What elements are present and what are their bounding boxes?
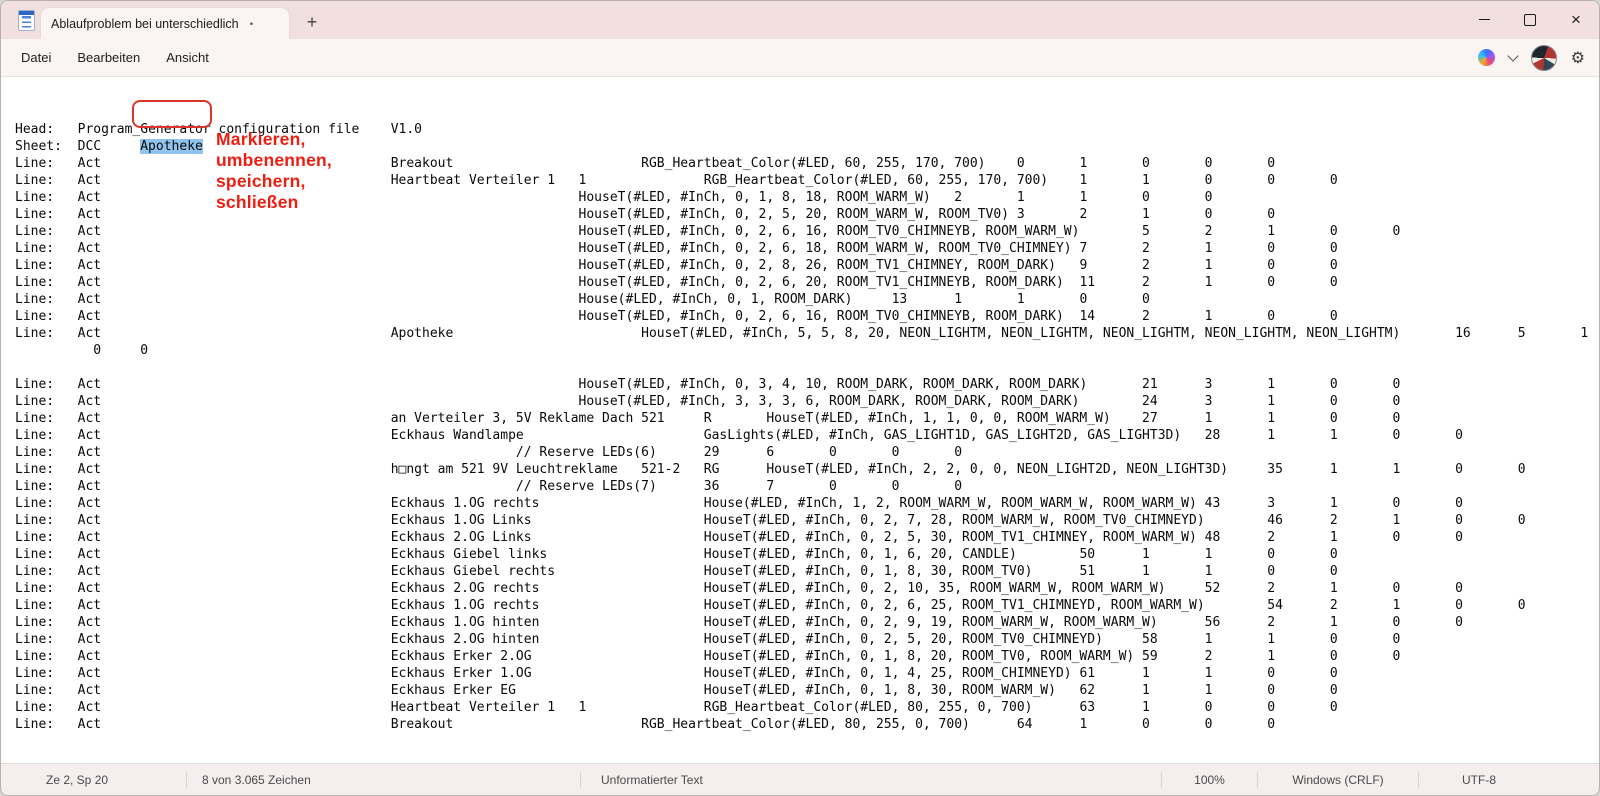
- notepad-app-icon: [18, 10, 35, 31]
- new-tab-button[interactable]: +: [295, 7, 329, 37]
- editor-line: Line: Act Breakout RGB_Heartbeat_Color(#…: [15, 156, 1276, 171]
- editor-line: [15, 359, 1599, 376]
- editor-line: Line: Act Eckhaus 1.OG rechts House(#LED…: [15, 496, 1463, 511]
- editor-line: Line: Act Eckhaus Giebel links HouseT(#L…: [15, 547, 1338, 562]
- editor-line: Line: Act HouseT(#LED, #InCh, 0, 2, 6, 1…: [15, 224, 1401, 239]
- editor-line: Line: Act HouseT(#LED, #InCh, 0, 2, 6, 1…: [15, 241, 1338, 256]
- annotation-line: umbenennen,: [216, 150, 332, 170]
- status-divider: [580, 771, 581, 788]
- editor-line: Line: Act Eckhaus 1.OG rechts HouseT(#LE…: [15, 598, 1526, 613]
- editor-line: Line: Act HouseT(#LED, #InCh, 0, 2, 8, 2…: [15, 258, 1338, 273]
- editor-line: Line: Act House(#LED, #InCh, 0, 1, ROOM_…: [15, 292, 1150, 307]
- editor-line: Line: Act Eckhaus 2.OG hinten HouseT(#LE…: [15, 632, 1401, 647]
- menu-bearbeiten[interactable]: Bearbeiten: [77, 50, 141, 65]
- editor-line: Line: Act HouseT(#LED, #InCh, 0, 2, 6, 1…: [15, 309, 1338, 324]
- editor-line: Line: Act Heartbeat Verteiler 1 1 RGB_He…: [15, 700, 1338, 715]
- editor-line: Line: Act Eckhaus 2.OG rechts HouseT(#LE…: [15, 581, 1463, 596]
- status-zoom-level: 100%: [1194, 772, 1225, 787]
- editor-line: Line: Act Eckhaus Erker 1.OG HouseT(#LED…: [15, 666, 1338, 681]
- editor-line: Line: Act HouseT(#LED, #InCh, 0, 3, 4, 1…: [15, 377, 1401, 392]
- annotation-red-text: Markieren, umbenennen, speichern, schließen: [216, 129, 332, 213]
- editor-line: Line: Act h□ngt am 521 9V Leuchtreklame …: [15, 462, 1526, 477]
- editor-line: Line: Act Breakout RGB_Heartbeat_Color(#…: [15, 717, 1276, 732]
- status-divider: [1257, 771, 1258, 788]
- editor-line: Line: Act HouseT(#LED, #InCh, 0, 1, 8, 1…: [15, 190, 1213, 205]
- editor-line: Line: Act Eckhaus 1.OG hinten HouseT(#LE…: [15, 615, 1463, 630]
- status-right: 100% Windows (CRLF) UTF-8: [1161, 764, 1599, 795]
- status-encoding: UTF-8: [1462, 772, 1496, 787]
- selected-text[interactable]: Apotheke: [140, 139, 203, 154]
- status-left: Ze 2, Sp 20 8 von 3.065 Zeichen Unformat…: [1, 764, 703, 795]
- status-line-ending: Windows (CRLF): [1292, 772, 1384, 787]
- editor-line: 0 0: [15, 343, 149, 358]
- editor-line: Sheet: DCC Apotheke: [15, 139, 203, 154]
- editor-line: Line: Act // Reserve LEDs(6) 29 6 0 0 0: [15, 445, 963, 460]
- window-controls: ×: [1461, 1, 1599, 38]
- status-text-format: Unformatierter Text: [601, 772, 703, 787]
- annotation-line: Markieren,: [216, 129, 306, 149]
- editor-line: Line: Act HouseT(#LED, #InCh, 0, 2, 6, 2…: [15, 275, 1338, 290]
- editor-line: Line: Act // Reserve LEDs(7) 36 7 0 0 0: [15, 479, 963, 494]
- menubar-right-icons: ⚙: [1477, 39, 1585, 76]
- account-avatar[interactable]: [1530, 44, 1557, 71]
- annotation-line: schließen: [216, 192, 299, 212]
- editor-line: Line: Act Eckhaus 2.OG Links HouseT(#LED…: [15, 530, 1463, 545]
- editor-line: Line: Act Eckhaus Giebel rechts HouseT(#…: [15, 564, 1338, 579]
- tab-document[interactable]: Ablaufproblem bei unterschiedlich ●: [41, 8, 289, 39]
- status-cursor-position: Ze 2, Sp 20: [46, 772, 109, 787]
- status-divider: [1161, 771, 1162, 788]
- editor-line: Line: Act Eckhaus Wandlampe GasLights(#L…: [15, 428, 1463, 443]
- status-divider: [1418, 771, 1419, 788]
- gear-icon[interactable]: ⚙: [1570, 49, 1585, 67]
- annotation-line: speichern,: [216, 171, 306, 191]
- title-bar: Ablaufproblem bei unterschiedlich ● + ×: [1, 1, 1599, 39]
- editor-line: Line: Act Eckhaus Erker EG HouseT(#LED, …: [15, 683, 1338, 698]
- copilot-icon[interactable]: [1477, 49, 1495, 66]
- editor-line: Line: Act Eckhaus 1.OG Links HouseT(#LED…: [15, 513, 1526, 528]
- editor-line: Head: Program_Generator configuration fi…: [15, 122, 422, 137]
- editor-line: Line: Act Eckhaus Erker 2.OG HouseT(#LED…: [15, 649, 1401, 664]
- chevron-down-icon[interactable]: [1506, 49, 1519, 62]
- menu-ansicht[interactable]: Ansicht: [166, 50, 209, 65]
- menu-datei[interactable]: Datei: [21, 50, 52, 65]
- unsaved-indicator-dot: ●: [249, 19, 253, 28]
- text-editor[interactable]: Head: Program_Generator configuration fi…: [1, 77, 1599, 763]
- minimize-icon: [1478, 18, 1490, 21]
- tab-title: Ablaufproblem bei unterschiedlich: [51, 16, 239, 31]
- close-button[interactable]: ×: [1571, 9, 1581, 29]
- editor-line: Line: Act Apotheke HouseT(#LED, #InCh, 5…: [15, 326, 1589, 341]
- status-character-count: 8 von 3.065 Zeichen: [202, 772, 311, 787]
- maximize-button[interactable]: [1507, 1, 1553, 38]
- maximize-icon: [1524, 13, 1536, 26]
- editor-line: Line: Act HouseT(#LED, #InCh, 3, 3, 3, 6…: [15, 394, 1401, 409]
- editor-line: Line: Act an Verteiler 3, 5V Reklame Dac…: [15, 411, 1401, 426]
- status-bar: Ze 2, Sp 20 8 von 3.065 Zeichen Unformat…: [1, 763, 1599, 795]
- minimize-button[interactable]: [1461, 1, 1507, 38]
- menu-bar: Datei Bearbeiten Ansicht ⚙: [1, 39, 1599, 77]
- editor-line: Line: Act HouseT(#LED, #InCh, 0, 2, 5, 2…: [15, 207, 1276, 222]
- status-divider: [186, 771, 187, 788]
- editor-line: Line: Act Heartbeat Verteiler 1 1 RGB_He…: [15, 173, 1338, 188]
